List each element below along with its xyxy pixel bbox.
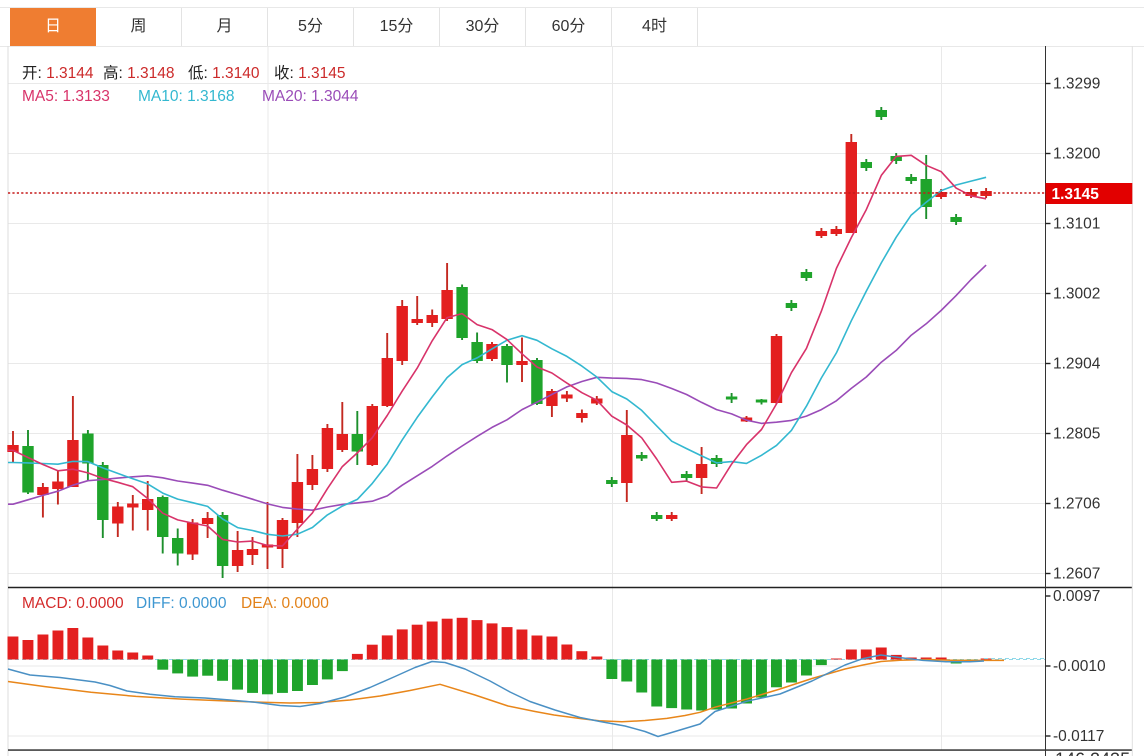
svg-text:1.3145: 1.3145 <box>1052 186 1100 203</box>
svg-text:低: 1.3140: 低: 1.3140 <box>188 64 260 82</box>
svg-text:146.2435: 146.2435 <box>1055 750 1130 756</box>
svg-text:开: 1.3144: 开: 1.3144 <box>22 65 94 82</box>
svg-text:高: 1.3148: 高: 1.3148 <box>103 64 175 82</box>
svg-text:1.2904: 1.2904 <box>1053 356 1101 373</box>
svg-text:收: 1.3145: 收: 1.3145 <box>274 64 346 82</box>
svg-text:1.3200: 1.3200 <box>1053 146 1101 163</box>
svg-text:MACD: 0.0000: MACD: 0.0000 <box>22 595 124 612</box>
svg-text:1.3101: 1.3101 <box>1053 216 1100 233</box>
svg-text:DEA: 0.0000: DEA: 0.0000 <box>241 595 329 612</box>
svg-text:-0.0117: -0.0117 <box>1053 728 1104 745</box>
svg-text:MA10: 1.3168: MA10: 1.3168 <box>138 88 235 105</box>
svg-text:1.2805: 1.2805 <box>1053 426 1100 443</box>
svg-text:-0.0010: -0.0010 <box>1053 658 1106 675</box>
svg-text:DIFF: 0.0000: DIFF: 0.0000 <box>136 595 227 612</box>
svg-text:MA5: 1.3133: MA5: 1.3133 <box>22 88 110 105</box>
svg-text:1.3299: 1.3299 <box>1053 76 1100 93</box>
svg-text:1.3002: 1.3002 <box>1053 286 1100 303</box>
svg-text:0.0097: 0.0097 <box>1053 588 1100 605</box>
svg-text:MA20: 1.3044: MA20: 1.3044 <box>262 88 359 105</box>
svg-text:1.2607: 1.2607 <box>1053 566 1100 583</box>
svg-text:1.2706: 1.2706 <box>1053 496 1100 513</box>
